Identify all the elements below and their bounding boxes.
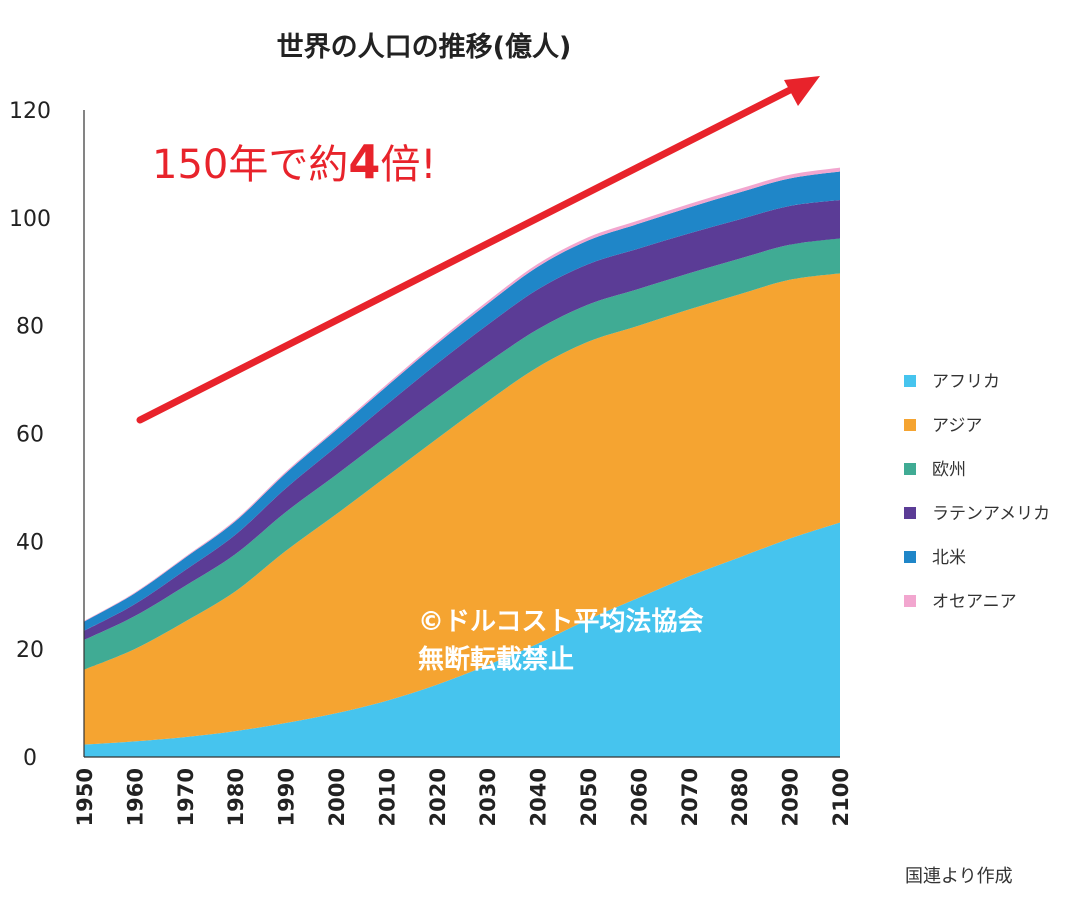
watermark-line1: ©ドルコスト平均法協会 [418, 607, 703, 637]
legend-label-4: 北米 [932, 548, 966, 568]
x-tick-2060: 2060 [627, 768, 651, 826]
x-tick-1970: 1970 [174, 768, 198, 826]
watermark-line2: 無断転載禁止 [418, 644, 574, 675]
x-tick-2090: 2090 [779, 768, 803, 826]
x-tick-1950: 1950 [73, 768, 97, 826]
legend-swatch-5 [904, 595, 916, 607]
growth-arrow-shaft [136, 86, 794, 424]
axes [83, 110, 840, 758]
legend-swatch-3 [904, 507, 916, 519]
x-tick-2010: 2010 [375, 768, 399, 826]
area-series-2 [84, 238, 840, 670]
y-tick-100: 100 [9, 207, 51, 232]
legend-label-0: アフリカ [932, 372, 1000, 392]
growth-callout: 150年で約4倍! [152, 135, 436, 189]
growth-callout-suffix: 倍! [380, 142, 436, 188]
legend-swatch-2 [904, 463, 916, 475]
growth-arrow [136, 76, 820, 424]
x-tick-2050: 2050 [577, 768, 601, 826]
x-tick-1990: 1990 [275, 768, 299, 826]
growth-callout-prefix: 150年で約 [152, 142, 348, 188]
legend-swatch-4 [904, 551, 916, 563]
area-series-4 [84, 171, 840, 631]
x-tick-2100: 2100 [829, 768, 853, 826]
legend-label-3: ラテンアメリカ [932, 504, 1050, 524]
x-tick-labels: 1950 1960 1970 1980 1990 2000 2010 2020 2030 2040… [73, 768, 853, 826]
area-series-0 [84, 522, 840, 757]
x-tick-1980: 1980 [224, 768, 248, 826]
growth-callout-number: 4 [348, 135, 380, 189]
x-tick-2020: 2020 [426, 768, 450, 826]
growth-arrow-head [784, 76, 820, 106]
x-tick-2030: 2030 [476, 768, 500, 826]
legend-label-2: 欧州 [932, 460, 966, 480]
x-tick-2040: 2040 [527, 768, 551, 826]
area-series-3 [84, 200, 840, 640]
x-tick-1960: 1960 [123, 768, 147, 826]
legend-swatch-1 [904, 419, 916, 431]
y-tick-120: 120 [9, 99, 51, 124]
stacked-areas [84, 167, 840, 757]
y-tick-60: 60 [16, 423, 44, 448]
chart-title: 世界の人口の推移(億人) [277, 32, 572, 63]
y-tick-40: 40 [16, 530, 44, 555]
area-series-5 [84, 167, 840, 622]
y-tick-20: 20 [16, 638, 44, 663]
y-tick-0: 0 [23, 746, 37, 771]
legend-swatch-0 [904, 375, 916, 387]
y-tick-labels: 0 20 40 60 80 100 120 [9, 99, 51, 771]
y-tick-80: 80 [16, 315, 44, 340]
legend-label-1: アジア [932, 416, 982, 436]
x-tick-2080: 2080 [728, 768, 752, 826]
area-series-1 [84, 273, 840, 745]
legend-label-5: オセアニア [932, 592, 1017, 612]
x-tick-2000: 2000 [325, 768, 349, 826]
x-tick-2070: 2070 [678, 768, 702, 826]
source-note: 国連より作成 [905, 866, 1013, 887]
